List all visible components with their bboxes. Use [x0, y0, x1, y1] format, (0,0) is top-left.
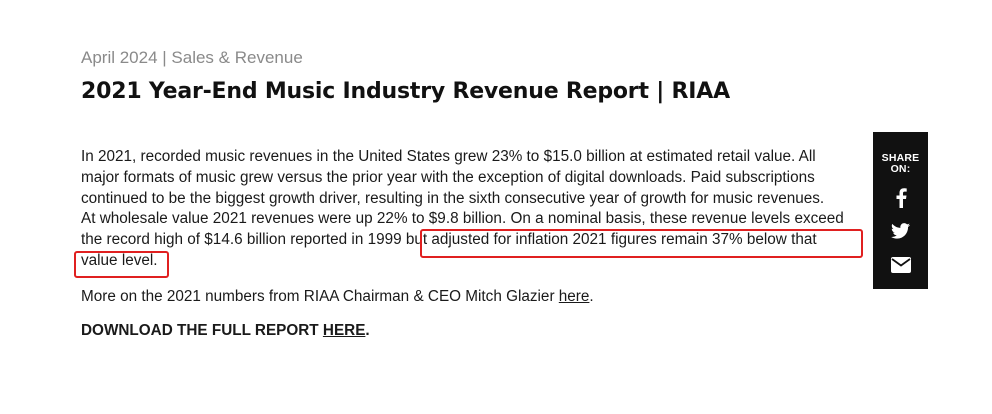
paragraph-line: In 2021, recorded music revenues in the … [81, 148, 816, 165]
email-share-button[interactable] [873, 252, 928, 278]
facebook-icon [896, 188, 907, 208]
page-title: 2021 Year-End Music Industry Revenue Rep… [81, 79, 730, 104]
share-label: SHARE ON: [873, 153, 928, 175]
paragraph-line: continued to be the biggest growth drive… [81, 189, 825, 207]
download-period: . [365, 321, 370, 339]
paragraph-line-part: the record high of $14.6 billion reporte… [81, 231, 402, 249]
article-meta: April 2024 | Sales & Revenue [81, 48, 303, 67]
more-info-period: . [589, 287, 594, 305]
article-body: In 2021, recorded music revenues in the … [81, 147, 871, 341]
paragraph-intro: In 2021, recorded music revenues in the … [81, 147, 871, 272]
paragraph-line: the record high of $14.6 billion reporte… [81, 230, 871, 251]
download-text: DOWNLOAD THE FULL REPORT [81, 321, 323, 339]
more-info-link[interactable]: here [558, 287, 590, 305]
download-report-link[interactable]: HERE [322, 321, 366, 339]
share-label-line: SHARE [881, 152, 920, 164]
facebook-share-button[interactable] [873, 185, 928, 211]
more-info-text: More on the 2021 numbers from RIAA Chair… [81, 287, 559, 305]
highlighted-text: value level. [81, 251, 158, 269]
highlighted-text: but adjusted for inflation 2021 figures … [401, 231, 817, 249]
paragraph-line: major formats of music grew versus the p… [81, 168, 815, 186]
share-label-line: ON: [890, 163, 911, 175]
share-panel: SHARE ON: [873, 132, 928, 289]
paragraph-more-info: More on the 2021 numbers from RIAA Chair… [81, 287, 871, 308]
twitter-icon [891, 223, 910, 239]
twitter-share-button[interactable] [873, 218, 928, 244]
email-icon [890, 257, 911, 273]
paragraph-download: DOWNLOAD THE FULL REPORT HERE. [81, 321, 871, 342]
paragraph-line: At wholesale value 2021 revenues were up… [81, 210, 844, 228]
